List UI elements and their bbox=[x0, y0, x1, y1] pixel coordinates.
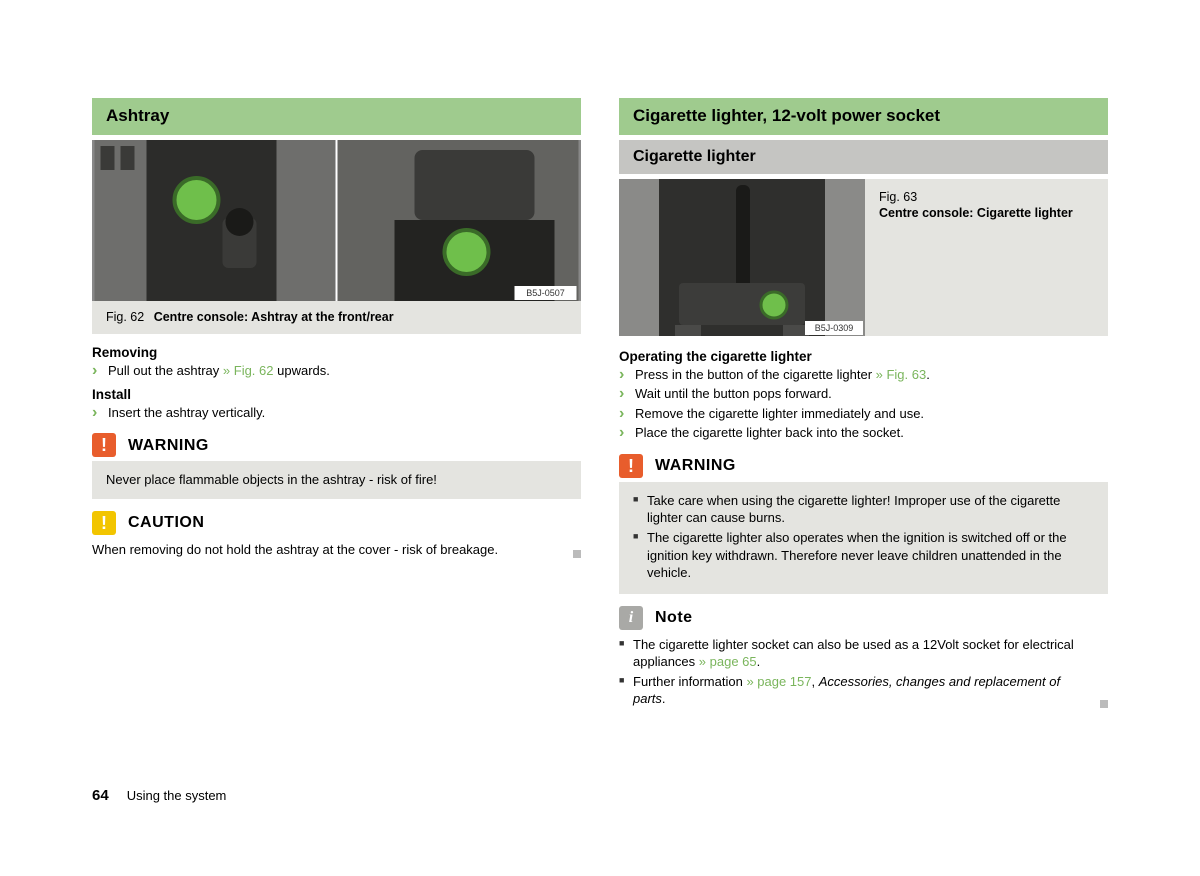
ref-page-65[interactable]: » page 65 bbox=[699, 654, 757, 669]
removing-step-1: Pull out the ashtray » Fig. 62 upwards. bbox=[92, 362, 581, 380]
figure-63-image: B5J-0309 bbox=[619, 179, 865, 336]
warning-body: Never place flammable objects in the ash… bbox=[92, 461, 581, 499]
caution-label: CAUTION bbox=[128, 512, 204, 534]
caution-icon: ! bbox=[92, 511, 116, 535]
fig-num: Fig. 62 bbox=[106, 310, 144, 324]
warning-bullet-2: The cigarette lighter also operates when… bbox=[633, 529, 1094, 582]
op-step-1: Press in the button of the cigarette lig… bbox=[619, 366, 1108, 384]
info-icon: i bbox=[619, 606, 643, 630]
page-content: Ashtray B5J-0507 Fig. 62 Centre con bbox=[0, 0, 1200, 714]
ref-fig-62[interactable]: » Fig. 62 bbox=[223, 363, 274, 378]
note-bullet-2: Further information » page 157, Accessor… bbox=[619, 673, 1108, 708]
warning-label: WARNING bbox=[655, 455, 736, 477]
figure-62-caption: Fig. 62 Centre console: Ashtray at the f… bbox=[92, 301, 581, 334]
ref-fig-63[interactable]: » Fig. 63 bbox=[876, 367, 927, 382]
fig-title: Centre console: Cigarette lighter bbox=[879, 206, 1073, 220]
note-body: The cigarette lighter socket can also be… bbox=[619, 634, 1108, 708]
install-heading: Install bbox=[92, 386, 581, 404]
fig-num: Fig. 63 bbox=[879, 189, 1073, 206]
page-number: 64 bbox=[92, 786, 109, 806]
warning-icon: ! bbox=[92, 433, 116, 457]
op-step-3: Remove the cigarette lighter immediately… bbox=[619, 405, 1108, 423]
section-header-ashtray: Ashtray bbox=[92, 98, 581, 135]
section-end-icon bbox=[1100, 700, 1108, 708]
page-footer: 64 Using the system bbox=[92, 786, 226, 806]
left-column: Ashtray B5J-0507 Fig. 62 Centre con bbox=[92, 98, 581, 714]
section-header-lighter: Cigarette lighter, 12-volt power socket bbox=[619, 98, 1108, 135]
svg-text:B5J-0507: B5J-0507 bbox=[526, 288, 565, 298]
note-label: Note bbox=[655, 607, 693, 629]
section-end-icon bbox=[573, 550, 581, 558]
figure-62-image: B5J-0507 bbox=[92, 140, 581, 301]
warning-ashtray: ! WARNING Never place flammable objects … bbox=[92, 433, 581, 499]
warning-icon: ! bbox=[619, 454, 643, 478]
figure-63: B5J-0309 Fig. 63 Centre console: Cigaret… bbox=[619, 179, 1108, 336]
warning-lighter: ! WARNING Take care when using the cigar… bbox=[619, 454, 1108, 594]
op-step-4: Place the cigarette lighter back into th… bbox=[619, 424, 1108, 442]
fig-title: Centre console: Ashtray at the front/rea… bbox=[154, 310, 394, 324]
warning-label: WARNING bbox=[128, 435, 209, 457]
install-step-1: Insert the ashtray vertically. bbox=[92, 404, 581, 422]
caution-ashtray: ! CAUTION When removing do not hold the … bbox=[92, 511, 581, 559]
right-column: Cigarette lighter, 12-volt power socket … bbox=[619, 98, 1108, 714]
install-steps: Insert the ashtray vertically. bbox=[92, 404, 581, 422]
sub-header-lighter: Cigarette lighter bbox=[619, 140, 1108, 174]
ref-page-157[interactable]: » page 157 bbox=[746, 674, 811, 689]
figure-63-caption: Fig. 63 Centre console: Cigarette lighte… bbox=[865, 179, 1087, 336]
note-bullet-1: The cigarette lighter socket can also be… bbox=[619, 636, 1108, 671]
warning-body: Take care when using the cigarette light… bbox=[619, 482, 1108, 594]
svg-text:B5J-0309: B5J-0309 bbox=[815, 323, 854, 333]
chapter-title: Using the system bbox=[127, 787, 227, 805]
removing-steps: Pull out the ashtray » Fig. 62 upwards. bbox=[92, 362, 581, 380]
operating-steps: Press in the button of the cigarette lig… bbox=[619, 366, 1108, 442]
operating-heading: Operating the cigarette lighter bbox=[619, 348, 1108, 366]
note-lighter: i Note The cigarette lighter socket can … bbox=[619, 606, 1108, 708]
op-step-2: Wait until the button pops forward. bbox=[619, 385, 1108, 403]
caution-body: When removing do not hold the ashtray at… bbox=[92, 539, 581, 559]
warning-bullet-1: Take care when using the cigarette light… bbox=[633, 492, 1094, 527]
removing-heading: Removing bbox=[92, 344, 581, 362]
